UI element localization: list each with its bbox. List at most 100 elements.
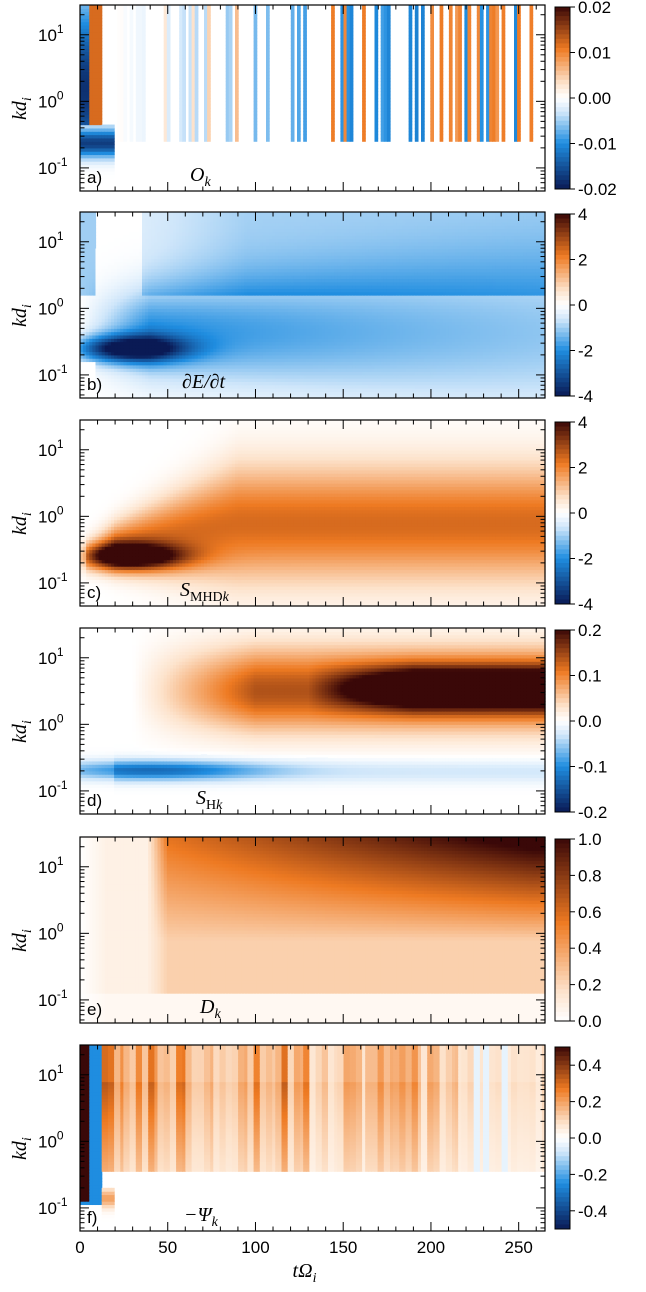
heatmap-cell <box>123 54 128 59</box>
heatmap-cell <box>138 107 143 112</box>
heatmap-cell <box>207 91 211 96</box>
heatmap-cell <box>204 38 208 43</box>
heatmap-cell <box>80 154 84 159</box>
heatmap-cell <box>138 84 143 89</box>
heatmap-cell <box>194 11 199 16</box>
heatmap-cell <box>290 51 295 56</box>
heatmap-cell <box>163 98 168 102</box>
heatmap-cell <box>204 131 208 136</box>
heatmap-cell <box>228 71 233 76</box>
heatmap-cell <box>235 78 239 82</box>
heatmap-cell <box>179 91 183 96</box>
heatmap-cell <box>89 71 93 76</box>
heatmap-cell <box>266 64 270 69</box>
heatmap-cell <box>80 5 84 9</box>
heatmap-cell <box>331 81 335 86</box>
heatmap-cell <box>290 88 295 92</box>
heatmap-cell <box>235 5 239 9</box>
heatmap-cell <box>117 107 121 112</box>
heatmap-cell <box>83 81 87 86</box>
heatmap-cell <box>98 38 103 43</box>
heatmap-cell <box>253 134 258 139</box>
heatmap-cell <box>346 31 351 36</box>
heatmap-cell <box>123 21 128 26</box>
heatmap-cell <box>194 41 199 46</box>
heatmap-cell <box>135 28 140 33</box>
heatmap-cell <box>179 64 183 69</box>
heatmap-cell <box>253 84 258 89</box>
heatmap-cell <box>98 174 103 179</box>
heatmap-cell <box>142 127 146 132</box>
heatmap-cell <box>340 8 345 13</box>
heatmap-cell <box>83 164 87 169</box>
heatmap-cell <box>142 94 146 99</box>
heatmap-cell <box>166 31 171 36</box>
heatmap-cell <box>194 34 199 39</box>
heatmap-cell <box>104 147 109 152</box>
heatmap-cell <box>120 134 124 139</box>
heatmap-cell <box>207 44 211 49</box>
heatmap-cell <box>135 94 140 99</box>
heatmap-cell <box>86 114 90 119</box>
heatmap-cell <box>129 117 134 122</box>
heatmap-cell <box>123 61 128 66</box>
heatmap-cell <box>191 101 196 106</box>
heatmap-cell <box>98 28 103 33</box>
heatmap-cell <box>166 34 171 39</box>
heatmap-cell <box>207 48 211 53</box>
heatmap-cell <box>343 71 348 76</box>
heatmap-cell <box>253 78 258 82</box>
heatmap-cell <box>95 28 100 33</box>
heatmap-cell <box>225 11 230 16</box>
heatmap-cell <box>92 124 97 129</box>
heatmap-cell <box>191 58 196 63</box>
heatmap-cell <box>166 121 171 126</box>
heatmap-cell <box>95 171 100 175</box>
heatmap-cell <box>346 91 351 96</box>
heatmap-cell <box>207 31 211 36</box>
heatmap-cell <box>166 8 171 13</box>
heatmap-cell <box>92 68 97 73</box>
heatmap-cell <box>135 81 140 86</box>
heatmap-cell <box>297 21 301 26</box>
heatmap-cell <box>346 8 351 13</box>
heatmap-cell <box>129 14 134 19</box>
heatmap-cell <box>225 91 230 96</box>
heatmap-cell <box>346 21 351 26</box>
heatmap-cell <box>86 88 90 92</box>
heatmap-cell <box>138 137 143 142</box>
heatmap-cell <box>191 31 196 36</box>
heatmap-cell <box>83 157 87 162</box>
heatmap-cell <box>104 171 109 175</box>
heatmap-cell <box>138 111 143 116</box>
heatmap-cell <box>142 5 146 9</box>
heatmap-cell <box>331 28 335 33</box>
heatmap-cell <box>297 28 301 33</box>
heatmap-cell <box>101 147 106 152</box>
heatmap-cell <box>297 134 301 139</box>
heatmap-cell <box>117 5 121 9</box>
heatmap-cell <box>331 91 335 96</box>
heatmap-cell <box>89 124 93 129</box>
heatmap-cell <box>194 117 199 122</box>
heatmap-cell <box>297 11 301 16</box>
heatmap-cell <box>207 124 211 129</box>
heatmap-cell <box>343 111 348 116</box>
heatmap-cell <box>86 137 90 142</box>
colorbar-swatch <box>555 102 570 108</box>
heatmap-cell <box>163 114 168 119</box>
heatmap-cell <box>179 111 183 116</box>
heatmap-cell <box>228 107 233 112</box>
heatmap-cell <box>135 68 140 73</box>
heatmap-cell <box>235 34 239 39</box>
heatmap-cell <box>179 137 183 142</box>
heatmap-cell <box>303 107 307 112</box>
heatmap-cell <box>89 157 93 162</box>
heatmap-cell <box>225 14 230 19</box>
heatmap-cell <box>111 147 115 152</box>
heatmap-cell <box>80 161 84 166</box>
heatmap-cell <box>120 41 124 46</box>
heatmap-cell <box>191 94 196 99</box>
heatmap-cell <box>123 91 128 96</box>
heatmap-cell <box>225 137 230 142</box>
